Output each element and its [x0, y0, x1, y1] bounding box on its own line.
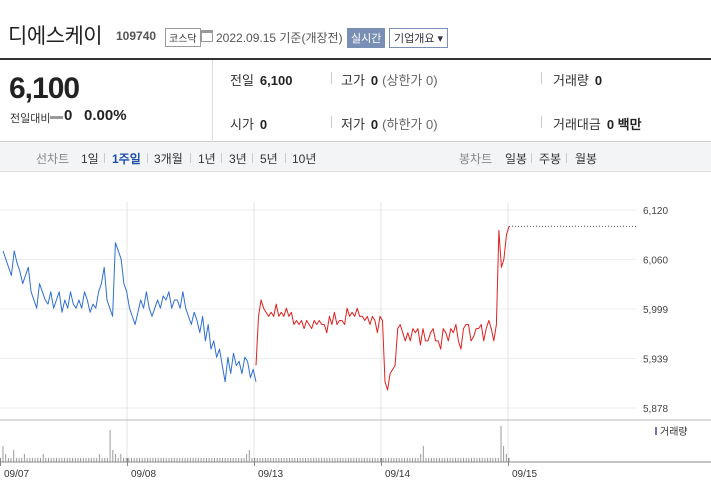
tab-1d[interactable]: 1일 [81, 152, 99, 166]
flat-icon [50, 116, 63, 119]
high-stat: 고가 0 (상한가 0) [341, 70, 438, 89]
divider [252, 153, 253, 163]
volume-legend-icon [655, 427, 657, 435]
divider [531, 153, 532, 163]
volume-legend: 거래량 [660, 426, 688, 438]
y-tick-label: 5,939 [643, 355, 668, 366]
x-axis-labels: 09/07 09/08 09/13 09/14 09/15 [0, 458, 537, 480]
tab-weekly[interactable]: 주봉 [539, 152, 562, 166]
divider [221, 153, 222, 163]
upper-limit: (상한가 0) [382, 73, 438, 88]
realtime-button[interactable]: 실시간 [347, 28, 386, 48]
volume-bars [2, 426, 510, 462]
low-value: 0 [370, 117, 379, 132]
y-tick-label: 5,999 [643, 305, 668, 316]
amount-value: 0 백만 [606, 117, 642, 132]
x-tick-label: 09/15 [512, 469, 537, 480]
tab-monthly[interactable]: 월봉 [575, 152, 598, 166]
high-value: 0 [370, 73, 379, 88]
price-summary: 6,100 전일대비 0 0.00% 전일 6,100 고가 0 (상한가 0) 거래… [0, 60, 711, 142]
volume-stat: 거래량 0 [553, 70, 602, 89]
prev-close-value: 6,100 [259, 73, 293, 88]
tab-1y[interactable]: 1년 [198, 152, 216, 166]
x-tick-label: 09/13 [258, 469, 283, 480]
open-stat: 시가 0 [230, 114, 267, 133]
stock-name: 디에스케이 [8, 25, 103, 48]
tab-3y[interactable]: 3년 [229, 152, 247, 166]
x-tick-label: 09/08 [131, 469, 156, 480]
change-label: 전일대비 [10, 113, 51, 125]
market-badge: 코스닥 [165, 28, 201, 47]
volume-value: 0 [594, 73, 603, 88]
amount-stat: 거래대금 0 백만 [553, 114, 642, 133]
low-stat: 저가 0 (하한가 0) [341, 114, 438, 133]
price-box: 6,100 전일대비 0 0.00% [0, 60, 213, 142]
lower-limit: (하한가 0) [382, 117, 438, 132]
price-series-down [2, 242, 257, 383]
y-tick-label: 6,060 [643, 256, 668, 267]
divider [331, 116, 332, 128]
tab-10y[interactable]: 10년 [292, 152, 317, 166]
divider [147, 153, 148, 163]
tab-5y[interactable]: 5년 [260, 152, 278, 166]
low-label: 저가 [341, 117, 365, 132]
tab-daily[interactable]: 일봉 [505, 152, 528, 166]
divider [566, 153, 567, 163]
company-info-dropdown[interactable]: 기업개요 ▾ [389, 28, 449, 48]
tab-3m[interactable]: 3개월 [154, 152, 183, 166]
chart-grid [0, 209, 636, 409]
prev-close-label: 전일 [230, 73, 254, 88]
prev-close-stat: 전일 6,100 [230, 70, 292, 89]
stock-header: 디에스케이 109740 코스닥 2022.09.15 기준(개장전) 실시간 … [0, 0, 711, 60]
date-text: 2022.09.15 기준(개장전) [216, 31, 343, 45]
divider [541, 72, 542, 84]
calendar-icon [201, 30, 213, 42]
open-label: 시가 [230, 117, 254, 132]
price-series-up [255, 226, 510, 391]
date-gridlines [126, 202, 509, 462]
divider [331, 72, 332, 84]
amount-label: 거래대금 [553, 117, 601, 132]
change-rate: 0.00% [84, 107, 127, 124]
x-tick-label: 09/07 [4, 469, 29, 480]
y-axis-labels: 6,120 6,060 5,999 5,939 5,878 [643, 206, 668, 415]
change-value: 0 [64, 107, 73, 124]
line-chart-label: 선차트 [36, 152, 70, 166]
volume-label: 거래량 [553, 73, 589, 88]
high-label: 고가 [341, 73, 365, 88]
current-price: 6,100 [9, 72, 80, 105]
price-lines [2, 225, 636, 391]
stock-code: 109740 [116, 29, 157, 43]
open-value: 0 [259, 117, 268, 132]
divider [104, 153, 105, 163]
price-chart[interactable]: 6,120 6,060 5,999 5,939 5,878 09/07 09/08 09/1… [0, 172, 711, 504]
y-tick-label: 5,878 [643, 404, 668, 415]
candle-chart-label: 봉차트 [459, 152, 493, 166]
divider [541, 116, 542, 128]
y-tick-label: 6,120 [643, 206, 668, 217]
tab-1w[interactable]: 1주일 [112, 152, 141, 166]
divider [190, 153, 191, 163]
chart-period-tabs: 선차트 1일 1주일 3개월 1년 3년 5년 10년 봉차트 일봉 주봉 월봉 [0, 142, 711, 172]
divider [285, 153, 286, 163]
x-tick-label: 09/14 [385, 469, 410, 480]
